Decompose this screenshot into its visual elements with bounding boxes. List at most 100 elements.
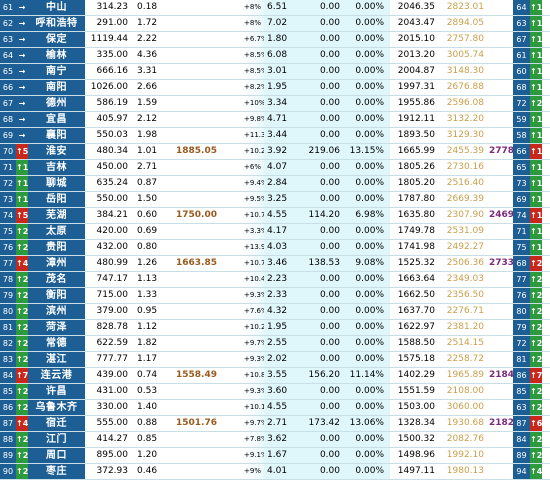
change-percent: +9% [220, 464, 264, 479]
value-col2: 0.60 [137, 210, 158, 220]
city-name: 常德 [28, 336, 85, 351]
city-name: 连云港 [28, 368, 85, 383]
value-col8: 1328.34 [397, 418, 435, 428]
value-col2: 1.33 [137, 290, 158, 300]
value-col9: 2506.36 [446, 258, 484, 268]
change-percent: +8.5% [220, 48, 264, 63]
value-col3: 1885.05 [176, 146, 217, 156]
city-name: 呼和浩特 [28, 16, 85, 31]
value-col8: 1741.98 [397, 242, 435, 252]
value-col6: 0.00 [301, 432, 345, 447]
city-name: 德州 [28, 96, 85, 111]
rank-cell: 79 [0, 288, 16, 303]
rank-change-badge: ↑1 [16, 176, 28, 191]
value-col9: 2823.01 [446, 2, 484, 12]
value-col5: 2.71 [264, 416, 301, 431]
rank-change-badge: ↑2 [16, 288, 28, 303]
value-col5: 4.55 [264, 400, 301, 415]
rank2-change-badge: ↑6 [530, 416, 542, 431]
change-percent: +10.8% [220, 368, 264, 383]
rank2-change-badge: ↑1 [530, 208, 542, 223]
value-col9: 2531.09 [446, 226, 484, 236]
value-col9: 2381.20 [446, 322, 484, 332]
city-name: 枣庄 [28, 464, 85, 479]
rank-cell: 62 [0, 16, 16, 31]
value-col6: 219.06 [301, 144, 345, 159]
change-percent: +8% [220, 16, 264, 31]
value-col5: 4.71 [264, 112, 301, 127]
value-col6: 156.20 [301, 368, 345, 383]
rank2-cell: 64 [513, 0, 530, 15]
change-percent: +8.2% [220, 80, 264, 95]
value-col3 [168, 48, 220, 63]
table-row: 62 → 呼和浩特 291.00 1.72 +8% 7.02 0.00 0.00% 2043.47… [0, 16, 550, 32]
value-col3 [168, 96, 220, 111]
city-name: 中山 [28, 0, 85, 15]
rank2-cell: 75 [513, 240, 530, 255]
city-name: 襄阳 [28, 128, 85, 143]
value-col8: 1665.99 [397, 146, 435, 156]
value-col9: 1980.13 [446, 466, 484, 476]
rank2-cell: 58 [513, 128, 530, 143]
value-col1: 828.78 [96, 322, 129, 332]
value-col3 [168, 224, 220, 239]
value-col1: 895.00 [96, 450, 129, 460]
rank-change-badge: ↑2 [16, 432, 28, 447]
value-col5: 7.02 [264, 16, 301, 31]
value-col8: 1500.32 [397, 434, 435, 444]
city-name: 周口 [28, 448, 85, 463]
rank-cell: 85 [0, 384, 16, 399]
rank2-change-badge: ↑2 [530, 272, 542, 287]
value-col1: 586.19 [96, 98, 129, 108]
value-col6: 0.00 [301, 320, 345, 335]
rank2-cell: 81 [513, 352, 530, 367]
value-col2: 1.17 [137, 354, 158, 364]
rank2-cell: 79 [513, 320, 530, 335]
value-col5: 6.08 [264, 48, 301, 63]
value-col2: 1.20 [137, 450, 158, 460]
value-col6: 138.53 [301, 256, 345, 271]
city-name: 宿迁 [28, 416, 85, 431]
value-col9: 2349.03 [446, 274, 484, 284]
value-col2: 1.13 [137, 274, 158, 284]
rank2-change-badge: ↑2 [530, 352, 542, 367]
value-col5: 1.80 [264, 32, 301, 47]
value-col1: 439.00 [96, 370, 129, 380]
city-name: 滨州 [28, 304, 85, 319]
value-col7: 0.00% [345, 224, 390, 239]
city-name: 衡阳 [28, 288, 85, 303]
rank2-cell: 66 [513, 144, 530, 159]
value-col7: 0.00% [345, 160, 390, 175]
value-col1: 372.93 [96, 466, 129, 476]
value-col6: 0.00 [301, 32, 345, 47]
rank2-cell: 68 [513, 80, 530, 95]
value-col9: 3005.74 [446, 50, 484, 60]
rank-change-badge: ↑2 [16, 464, 28, 479]
value-col2: 1.72 [137, 18, 158, 28]
rank2-cell: 68 [513, 256, 530, 271]
value-col9: 2516.40 [446, 178, 484, 188]
value-col5: 3.01 [264, 64, 301, 79]
value-col1: 432.00 [96, 242, 129, 252]
city-name: 许昌 [28, 384, 85, 399]
value-col3: 1558.49 [176, 370, 217, 380]
rank2-change-badge: ↑1 [530, 32, 542, 47]
value-col8: 1637.70 [397, 306, 435, 316]
value-col7: 0.00% [345, 176, 390, 191]
value-col9: 3148.30 [446, 66, 484, 76]
value-col1: 480.99 [96, 258, 129, 268]
city-name: 湛江 [28, 352, 85, 367]
value-col1: 379.00 [96, 306, 129, 316]
value-col3 [168, 64, 220, 79]
rank2-cell: 84 [513, 432, 530, 447]
rank-change-badge: ↑5 [16, 208, 28, 223]
value-col6: 0.00 [301, 288, 345, 303]
value-col10: 2778.25 [489, 146, 530, 156]
